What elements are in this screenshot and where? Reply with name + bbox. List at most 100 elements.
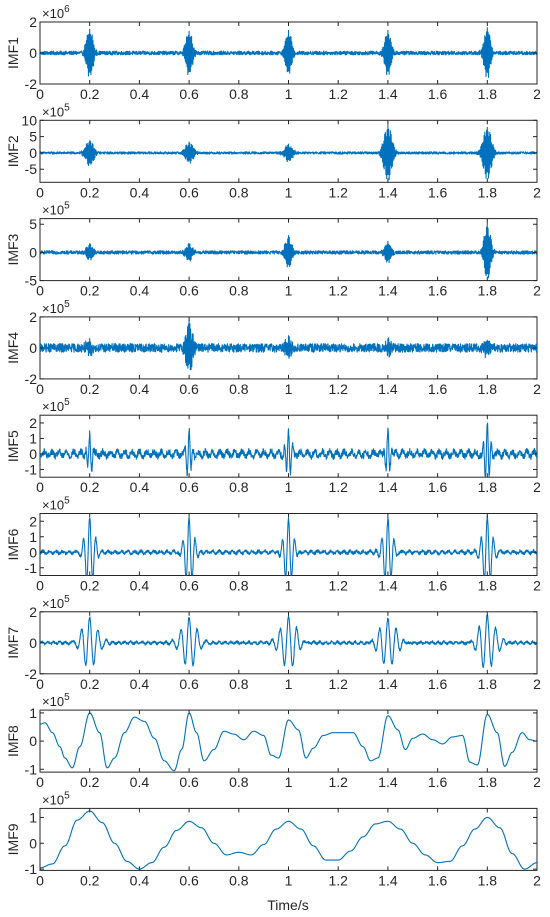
x-tick-label: 1.4 — [378, 86, 398, 102]
x-tick-label: 1.6 — [428, 86, 448, 102]
x-tick-label: 2 — [533, 676, 541, 692]
x-tick-label: 2 — [533, 479, 541, 495]
x-tick-label: 1.8 — [478, 676, 498, 692]
x-tick-label: 0.4 — [130, 872, 150, 888]
x-tick-label: 1 — [285, 283, 293, 299]
x-tick-label: 0.6 — [179, 184, 199, 200]
y-tick-label: 0 — [29, 544, 37, 560]
x-tick-label: 1.4 — [378, 578, 398, 594]
x-tick-label: 0.2 — [80, 676, 100, 692]
y-tick-label: 0 — [29, 635, 37, 651]
x-tick-label: 1.4 — [378, 872, 398, 888]
x-tick-label: 0.6 — [179, 578, 199, 594]
axes-frame — [39, 709, 538, 773]
x-tick-label: 1.2 — [328, 381, 348, 397]
x-tick-label: 0.2 — [80, 283, 100, 299]
x-axis-label: Time/s — [267, 897, 308, 913]
x-tick-label: 1.4 — [378, 676, 398, 692]
y-tick-label: 10 — [21, 112, 37, 128]
x-tick-label: 0.4 — [130, 774, 150, 790]
y-tick-label: 1 — [29, 809, 37, 825]
series-line-imf8 — [40, 712, 537, 772]
y-exponent-label: ×105 — [42, 397, 70, 414]
x-tick-label: 0 — [36, 184, 44, 200]
y-tick-label: -1 — [25, 861, 38, 877]
x-tick-label: 1.6 — [428, 578, 448, 594]
x-tick-label: 0.8 — [229, 774, 249, 790]
x-tick-label: 1.8 — [478, 578, 498, 594]
y-tick-label: 2 — [29, 14, 37, 30]
x-tick-label: 0 — [36, 479, 44, 495]
y-tick-label: -5 — [25, 161, 38, 177]
x-tick-label: 0.6 — [179, 479, 199, 495]
x-tick-label: 0 — [36, 86, 44, 102]
x-tick-label: 1.2 — [328, 283, 348, 299]
x-tick-label: 0.4 — [130, 479, 150, 495]
y-tick-label: 5 — [29, 129, 37, 145]
x-tick-label: 0.6 — [179, 774, 199, 790]
panel-imf2: 0 0.2 0.4 0.6 0.8 1 1.2 1.4 1.6 1.8 2-50510×105IMF… — [5, 102, 541, 200]
x-tick-label: 1.6 — [428, 774, 448, 790]
x-tick-label: 0.4 — [130, 578, 150, 594]
y-exponent-label: ×105 — [42, 299, 70, 316]
x-tick-label: 0.4 — [130, 676, 150, 692]
x-tick-label: 2 — [533, 578, 541, 594]
x-tick-label: 0.8 — [229, 676, 249, 692]
x-tick-label: 1.2 — [328, 86, 348, 102]
x-tick-label: 1.2 — [328, 676, 348, 692]
x-tick-label: 0.2 — [80, 774, 100, 790]
y-exponent-label: ×105 — [42, 594, 70, 611]
x-tick-label: 1 — [285, 381, 293, 397]
y-tick-label: 0 — [29, 733, 37, 749]
x-tick-label: 1.4 — [378, 774, 398, 790]
x-tick-label: 1.2 — [328, 774, 348, 790]
y-tick-label: 2 — [29, 309, 37, 325]
y-tick-label: 0 — [29, 45, 37, 61]
axes-frame — [39, 414, 538, 478]
series-line-imf1 — [40, 27, 537, 78]
x-tick-label: 1.4 — [378, 381, 398, 397]
y-exponent-label: ×105 — [42, 692, 70, 709]
x-tick-label: 0.4 — [130, 86, 150, 102]
series-line-imf3 — [40, 222, 537, 279]
x-tick-label: 1.6 — [428, 676, 448, 692]
x-tick-label: 0 — [36, 774, 44, 790]
y-axis-label: IMF4 — [5, 332, 21, 364]
x-tick-label: 0.6 — [179, 872, 199, 888]
x-tick-label: 0.8 — [229, 283, 249, 299]
y-axis-label: IMF8 — [5, 725, 21, 757]
y-axis-label: IMF3 — [5, 233, 21, 265]
y-tick-label: 0 — [29, 244, 37, 260]
x-tick-label: 0.2 — [80, 381, 100, 397]
x-tick-label: 1.8 — [478, 381, 498, 397]
x-tick-label: 1.4 — [378, 283, 398, 299]
x-tick-label: 2 — [533, 872, 541, 888]
y-axis-label: IMF2 — [5, 135, 21, 167]
y-axis-label: IMF6 — [5, 528, 21, 560]
y-tick-label: 2 — [29, 604, 37, 620]
y-tick-label: 0 — [29, 340, 37, 356]
x-tick-label: 1.8 — [478, 872, 498, 888]
x-tick-label: 1.6 — [428, 381, 448, 397]
x-tick-label: 1.8 — [478, 86, 498, 102]
x-tick-label: 0 — [36, 872, 44, 888]
y-exponent-label: ×105 — [42, 102, 70, 119]
x-tick-label: 0 — [36, 578, 44, 594]
x-tick-label: 1 — [285, 479, 293, 495]
y-exponent-label: ×105 — [42, 496, 70, 513]
x-tick-label: 2 — [533, 774, 541, 790]
y-tick-label: 2 — [29, 415, 37, 431]
x-tick-label: 1.6 — [428, 184, 448, 200]
x-tick-label: 1.6 — [428, 283, 448, 299]
y-exponent-label: ×106 — [42, 4, 70, 21]
x-tick-label: 1.2 — [328, 578, 348, 594]
axes-frame — [39, 807, 538, 871]
x-tick-label: 1 — [285, 86, 293, 102]
x-tick-label: 2 — [533, 381, 541, 397]
series-line-imf5 — [40, 422, 537, 478]
x-tick-label: 1 — [285, 774, 293, 790]
